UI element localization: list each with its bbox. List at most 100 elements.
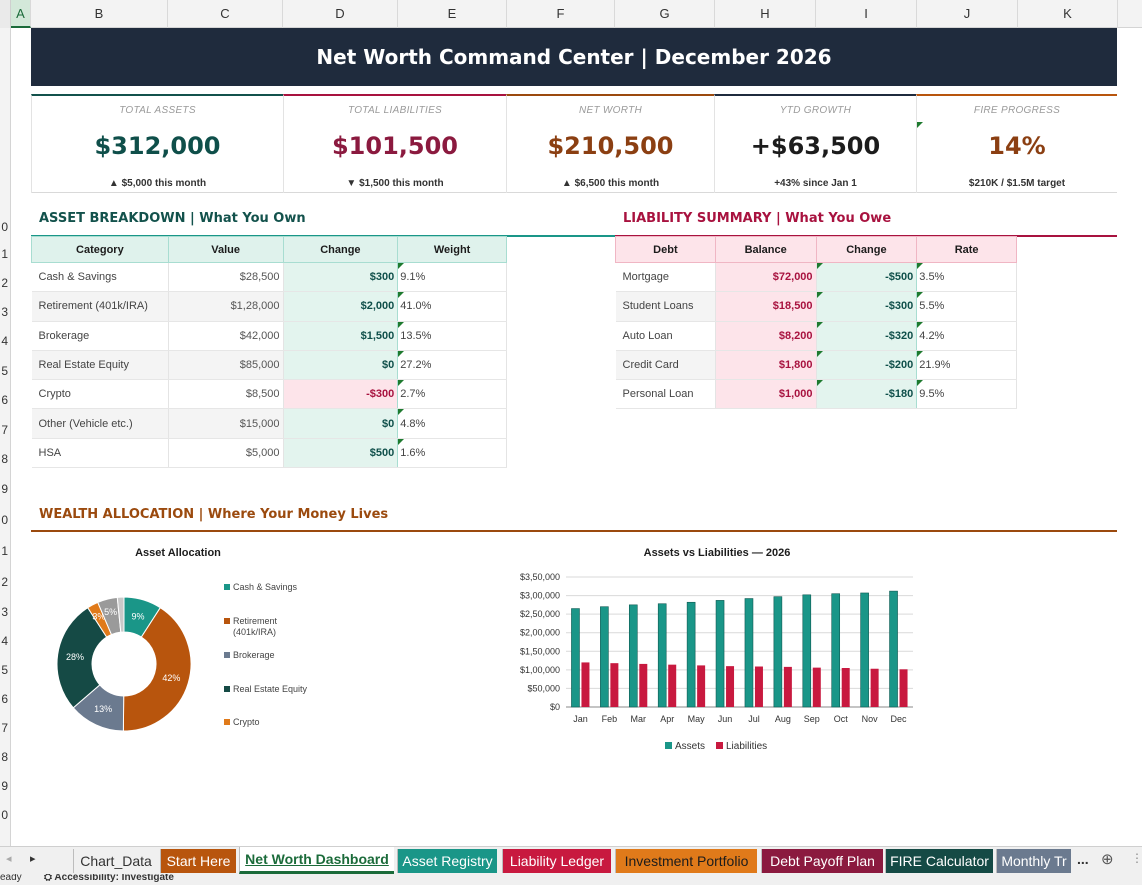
liabilities-bar[interactable]	[870, 668, 879, 707]
liabilities-bar[interactable]	[697, 665, 706, 707]
table-cell[interactable]: Cash & Savings	[31, 262, 169, 293]
liabilities-bar[interactable]	[754, 666, 763, 707]
table-cell[interactable]: 13.5%	[397, 321, 507, 351]
assets-bar[interactable]	[860, 592, 869, 708]
row-number[interactable]: 3	[1, 605, 8, 619]
sheet-tab[interactable]: Monthly Tr	[996, 849, 1071, 873]
liabilities-bar[interactable]	[668, 664, 677, 707]
table-cell[interactable]: -$200	[816, 350, 918, 381]
table-cell[interactable]: $8,500	[168, 379, 284, 410]
table-cell[interactable]: 4.2%	[916, 321, 1017, 351]
assets-bar[interactable]	[571, 608, 580, 708]
row-number[interactable]: 7	[1, 721, 8, 735]
table-cell[interactable]: $1,800	[714, 350, 817, 381]
add-sheet-icon[interactable]: ⊕	[1101, 851, 1114, 868]
table-cell[interactable]: 1.6%	[397, 438, 507, 469]
table-cell[interactable]: -$500	[816, 262, 918, 293]
more-sheets-button[interactable]: ...	[1077, 851, 1089, 867]
column-header[interactable]: H	[715, 0, 816, 28]
assets-bar[interactable]	[715, 600, 725, 708]
asset-allocation-chart[interactable]: Asset Allocation 9% 42% 13% 28% 3% 5% Cash & Sa…	[32, 537, 323, 766]
table-cell[interactable]: $28,500	[168, 262, 284, 293]
table-cell[interactable]: Brokerage	[31, 321, 169, 351]
table-cell[interactable]: Auto Loan	[615, 321, 716, 351]
row-number[interactable]: 6	[1, 692, 8, 706]
table-cell[interactable]: Other (Vehicle etc.)	[31, 408, 169, 439]
table-cell[interactable]: Personal Loan	[615, 379, 716, 410]
column-header[interactable]: G	[615, 0, 715, 28]
table-cell[interactable]: Real Estate Equity	[31, 350, 169, 381]
row-number[interactable]: 3	[1, 305, 8, 319]
column-header[interactable]: I	[816, 0, 917, 28]
liabilities-bar[interactable]	[639, 663, 648, 707]
table-cell[interactable]: $0	[282, 408, 399, 439]
liabilities-bar[interactable]	[812, 667, 821, 707]
select-all-corner[interactable]	[0, 0, 11, 28]
pie-slice[interactable]	[122, 606, 192, 732]
liabilities-bar[interactable]	[610, 663, 619, 707]
row-number[interactable]: 7	[1, 423, 8, 437]
table-cell[interactable]: 9.1%	[397, 262, 507, 293]
sheet-tab[interactable]: Investment Portfolio	[615, 849, 757, 873]
row-number[interactable]: 9	[1, 779, 8, 793]
table-cell[interactable]: $8,200	[714, 321, 817, 351]
table-cell[interactable]: $5,000	[168, 438, 284, 469]
table-cell[interactable]: 2.7%	[397, 379, 507, 410]
table-cell[interactable]: -$180	[816, 379, 918, 410]
table-cell[interactable]: $300	[282, 262, 399, 293]
sheet-tab[interactable]: Debt Payoff Plan	[761, 849, 883, 873]
row-number[interactable]: 5	[1, 663, 8, 677]
column-header[interactable]: C	[168, 0, 283, 28]
row-number[interactable]: 8	[1, 750, 8, 764]
table-cell[interactable]: 3.5%	[916, 262, 1017, 293]
row-number[interactable]: 0	[1, 513, 8, 527]
assets-bar[interactable]	[773, 596, 783, 708]
assets-bar[interactable]	[831, 593, 841, 708]
liabilities-bar[interactable]	[726, 666, 735, 707]
table-cell[interactable]: $0	[282, 350, 399, 381]
scroll-tabs-left-icon[interactable]: ◂	[6, 853, 12, 865]
table-cell[interactable]: $42,000	[168, 321, 284, 351]
table-cell[interactable]: 27.2%	[397, 350, 507, 381]
table-cell[interactable]: HSA	[31, 438, 169, 469]
row-number[interactable]: 4	[1, 334, 8, 348]
table-cell[interactable]: $18,500	[714, 291, 817, 322]
assets-bar[interactable]	[889, 590, 898, 708]
table-cell[interactable]: Credit Card	[615, 350, 716, 381]
row-number[interactable]: 1	[1, 544, 8, 558]
row-number[interactable]: 1	[1, 247, 8, 261]
sheet-tab[interactable]: FIRE Calculator	[885, 849, 993, 873]
table-cell[interactable]: 5.5%	[916, 291, 1017, 322]
sheet-tab[interactable]: Liability Ledger	[502, 849, 611, 873]
table-cell[interactable]: $15,000	[168, 408, 284, 439]
column-header[interactable]: J	[917, 0, 1018, 28]
table-cell[interactable]: Crypto	[31, 379, 169, 410]
pie-slice[interactable]	[116, 596, 125, 633]
assets-bar[interactable]	[600, 606, 609, 708]
scroll-tabs-right-icon[interactable]: ▸	[30, 853, 36, 865]
row-number[interactable]: 9	[1, 482, 8, 496]
accessibility-status[interactable]: ⛭ Accessibility: Investigate	[44, 874, 174, 885]
table-cell[interactable]: $1,500	[282, 321, 399, 351]
row-number[interactable]: 4	[1, 634, 8, 648]
table-cell[interactable]: 41.0%	[397, 291, 507, 322]
table-cell[interactable]: $1,28,000	[168, 291, 284, 322]
column-header[interactable]: A	[11, 0, 31, 28]
assets-bar[interactable]	[802, 594, 812, 708]
row-number[interactable]: 0	[1, 220, 8, 234]
column-header[interactable]: F	[507, 0, 615, 28]
table-cell[interactable]: 4.8%	[397, 408, 507, 439]
table-cell[interactable]: $85,000	[168, 350, 284, 381]
row-number[interactable]: 2	[1, 575, 8, 589]
table-cell[interactable]: Mortgage	[615, 262, 716, 293]
sheet-tab[interactable]: Asset Registry	[397, 849, 497, 873]
table-cell[interactable]: Student Loans	[615, 291, 716, 322]
column-header[interactable]: D	[283, 0, 398, 28]
table-cell[interactable]: 9.5%	[916, 379, 1017, 410]
sheet-tab[interactable]: Chart_Data	[73, 849, 158, 873]
assets-bar[interactable]	[628, 604, 638, 708]
tab-split-handle-icon[interactable]: ⋮	[1131, 851, 1142, 865]
assets-bar[interactable]	[744, 598, 754, 708]
liabilities-bar[interactable]	[783, 666, 792, 707]
table-cell[interactable]: $2,000	[282, 291, 399, 322]
